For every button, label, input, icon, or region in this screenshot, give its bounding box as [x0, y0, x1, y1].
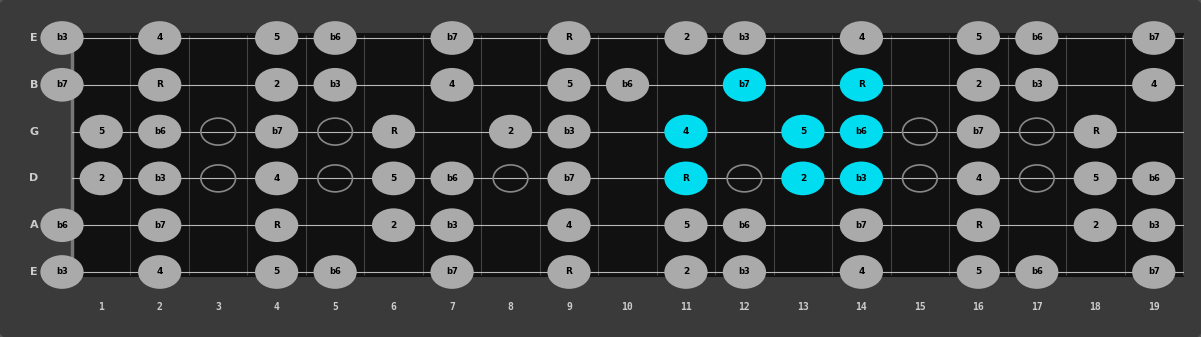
- Text: 6: 6: [390, 302, 396, 312]
- Text: 12: 12: [739, 302, 751, 312]
- Ellipse shape: [372, 161, 416, 195]
- Text: R: R: [858, 80, 865, 89]
- Text: 17: 17: [1030, 302, 1042, 312]
- Text: 19: 19: [1148, 302, 1160, 312]
- Text: 13: 13: [797, 302, 808, 312]
- Text: 5: 5: [683, 221, 689, 230]
- Text: 4: 4: [975, 174, 981, 183]
- Ellipse shape: [138, 115, 181, 148]
- Text: 2: 2: [274, 80, 280, 89]
- Text: 5: 5: [98, 127, 104, 136]
- Text: b7: b7: [563, 174, 575, 183]
- Ellipse shape: [313, 68, 357, 102]
- Text: 4: 4: [859, 33, 865, 42]
- Text: 2: 2: [1092, 221, 1099, 230]
- Ellipse shape: [138, 255, 181, 289]
- Ellipse shape: [548, 255, 591, 289]
- Text: 5: 5: [274, 33, 280, 42]
- Text: b7: b7: [270, 127, 282, 136]
- Ellipse shape: [548, 161, 591, 195]
- Ellipse shape: [723, 255, 766, 289]
- Text: 7: 7: [449, 302, 455, 312]
- Ellipse shape: [605, 68, 649, 102]
- Ellipse shape: [313, 255, 357, 289]
- Text: 5: 5: [274, 268, 280, 276]
- Text: b7: b7: [447, 33, 458, 42]
- Ellipse shape: [782, 161, 825, 195]
- Text: 2: 2: [800, 174, 806, 183]
- Text: 15: 15: [914, 302, 926, 312]
- Ellipse shape: [41, 68, 84, 102]
- Ellipse shape: [664, 115, 707, 148]
- Text: 2: 2: [98, 174, 104, 183]
- Text: R: R: [566, 33, 573, 42]
- Ellipse shape: [957, 21, 1000, 55]
- Ellipse shape: [1074, 161, 1117, 195]
- Text: b6: b6: [1030, 268, 1042, 276]
- Ellipse shape: [489, 115, 532, 148]
- Text: 1: 1: [98, 302, 104, 312]
- Text: 5: 5: [1092, 174, 1099, 183]
- Ellipse shape: [839, 161, 883, 195]
- Ellipse shape: [1133, 208, 1176, 242]
- Ellipse shape: [1015, 255, 1058, 289]
- Text: b6: b6: [446, 174, 458, 183]
- Ellipse shape: [1133, 68, 1176, 102]
- Ellipse shape: [1074, 208, 1117, 242]
- Ellipse shape: [255, 161, 298, 195]
- Text: 2: 2: [157, 302, 162, 312]
- Text: b6: b6: [154, 127, 166, 136]
- Text: 2: 2: [975, 80, 981, 89]
- Ellipse shape: [664, 161, 707, 195]
- Ellipse shape: [430, 208, 473, 242]
- Ellipse shape: [138, 208, 181, 242]
- Ellipse shape: [79, 161, 123, 195]
- Text: R: R: [273, 221, 280, 230]
- Text: 5: 5: [390, 174, 396, 183]
- Ellipse shape: [839, 255, 883, 289]
- Ellipse shape: [957, 115, 1000, 148]
- Ellipse shape: [839, 68, 883, 102]
- Text: b7: b7: [1148, 268, 1160, 276]
- Ellipse shape: [430, 161, 473, 195]
- Ellipse shape: [1133, 21, 1176, 55]
- Text: R: R: [390, 127, 398, 136]
- Ellipse shape: [430, 21, 473, 55]
- Text: b3: b3: [1148, 221, 1160, 230]
- Ellipse shape: [255, 208, 298, 242]
- Ellipse shape: [430, 255, 473, 289]
- Text: 8: 8: [508, 302, 514, 312]
- Ellipse shape: [255, 115, 298, 148]
- Ellipse shape: [548, 68, 591, 102]
- Text: R: R: [975, 221, 981, 230]
- Text: 5: 5: [333, 302, 337, 312]
- Ellipse shape: [957, 68, 1000, 102]
- Ellipse shape: [1133, 161, 1176, 195]
- Ellipse shape: [1015, 68, 1058, 102]
- Text: 4: 4: [156, 268, 163, 276]
- Ellipse shape: [782, 115, 825, 148]
- Text: b7: b7: [973, 127, 984, 136]
- Ellipse shape: [839, 208, 883, 242]
- Text: R: R: [156, 80, 163, 89]
- Text: b3: b3: [1030, 80, 1042, 89]
- Ellipse shape: [839, 115, 883, 148]
- Ellipse shape: [430, 68, 473, 102]
- Ellipse shape: [255, 21, 298, 55]
- Text: b6: b6: [855, 127, 867, 136]
- Ellipse shape: [255, 255, 298, 289]
- Text: b3: b3: [56, 268, 68, 276]
- Text: 4: 4: [566, 221, 572, 230]
- Text: b3: b3: [739, 268, 751, 276]
- Text: 9: 9: [566, 302, 572, 312]
- Text: D: D: [29, 174, 38, 183]
- Text: 5: 5: [566, 80, 572, 89]
- Text: 2: 2: [508, 127, 514, 136]
- Ellipse shape: [138, 68, 181, 102]
- Text: R: R: [1092, 127, 1099, 136]
- Text: R: R: [566, 268, 573, 276]
- Ellipse shape: [723, 208, 766, 242]
- Text: b6: b6: [622, 80, 633, 89]
- Ellipse shape: [1074, 115, 1117, 148]
